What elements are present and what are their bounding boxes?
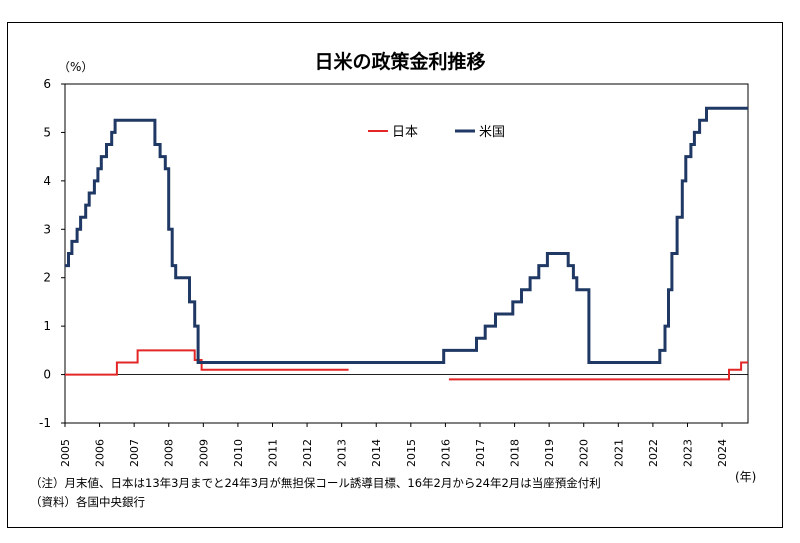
legend-label-japan: 日本 bbox=[392, 125, 418, 140]
y-tick-label: 0 bbox=[43, 368, 51, 382]
x-tick-label: 2016 bbox=[439, 439, 452, 467]
x-tick-label: 2005 bbox=[59, 439, 72, 467]
series-line-japan bbox=[65, 349, 349, 376]
x-tick-label: 2006 bbox=[94, 439, 107, 467]
x-tick-label: 2020 bbox=[578, 439, 591, 467]
x-tick-label: 2011 bbox=[266, 439, 279, 467]
x-axis-unit-label: (年) bbox=[735, 470, 757, 484]
x-tick-label: 2017 bbox=[474, 439, 487, 467]
x-tick-label: 2022 bbox=[647, 439, 660, 467]
y-tick-label: -1 bbox=[39, 416, 51, 430]
series-line-us bbox=[65, 106, 748, 364]
chart-source: （資料）各国中央銀行 bbox=[30, 495, 145, 509]
x-tick-label: 2012 bbox=[301, 439, 314, 467]
x-tick-label: 2015 bbox=[405, 439, 418, 467]
x-tick-label: 2008 bbox=[163, 439, 176, 467]
plot-area bbox=[64, 83, 749, 424]
chart-frame bbox=[7, 22, 783, 528]
x-tick-label: 2010 bbox=[232, 439, 245, 467]
y-tick-label: 5 bbox=[43, 125, 51, 139]
y-tick-label: 6 bbox=[43, 77, 51, 91]
x-tick-label: 2014 bbox=[370, 439, 383, 467]
x-tick-label: 2023 bbox=[681, 439, 694, 467]
series-line-japan bbox=[448, 361, 748, 381]
x-tick-label: 2007 bbox=[128, 439, 141, 467]
x-tick-label: 2019 bbox=[543, 439, 556, 467]
chart-title: 日米の政策金利推移 bbox=[314, 51, 486, 73]
x-tick-label: 2024 bbox=[716, 439, 729, 467]
y-tick-label: 2 bbox=[43, 271, 51, 285]
y-tick-label: 4 bbox=[43, 174, 51, 188]
x-tick-label: 2018 bbox=[509, 439, 522, 467]
x-tick-label: 2013 bbox=[336, 439, 349, 467]
y-tick-label: 3 bbox=[43, 222, 51, 236]
y-axis-unit-label: （%） bbox=[58, 60, 94, 74]
y-tick-label: 1 bbox=[43, 319, 51, 333]
chart-note: （注）月末値、日本は13年3月までと24年3月が無担保コール誘導目標、16年2月… bbox=[30, 476, 601, 490]
legend-label-us: 米国 bbox=[479, 125, 505, 140]
x-tick-label: 2009 bbox=[197, 439, 210, 467]
x-tick-label: 2021 bbox=[612, 439, 625, 467]
